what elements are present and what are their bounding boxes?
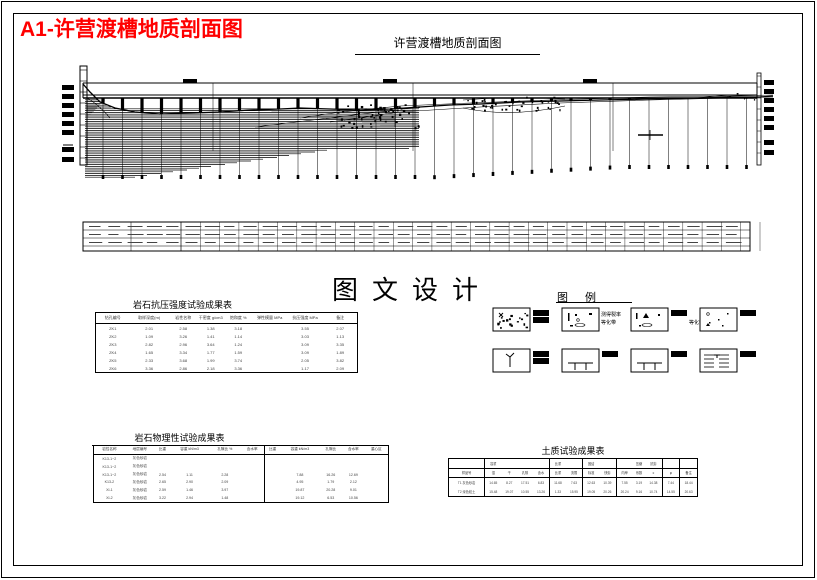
svg-text:等化带: 等化带 [601,319,616,326]
svg-text:测得裂率: 测得裂率 [601,311,621,318]
